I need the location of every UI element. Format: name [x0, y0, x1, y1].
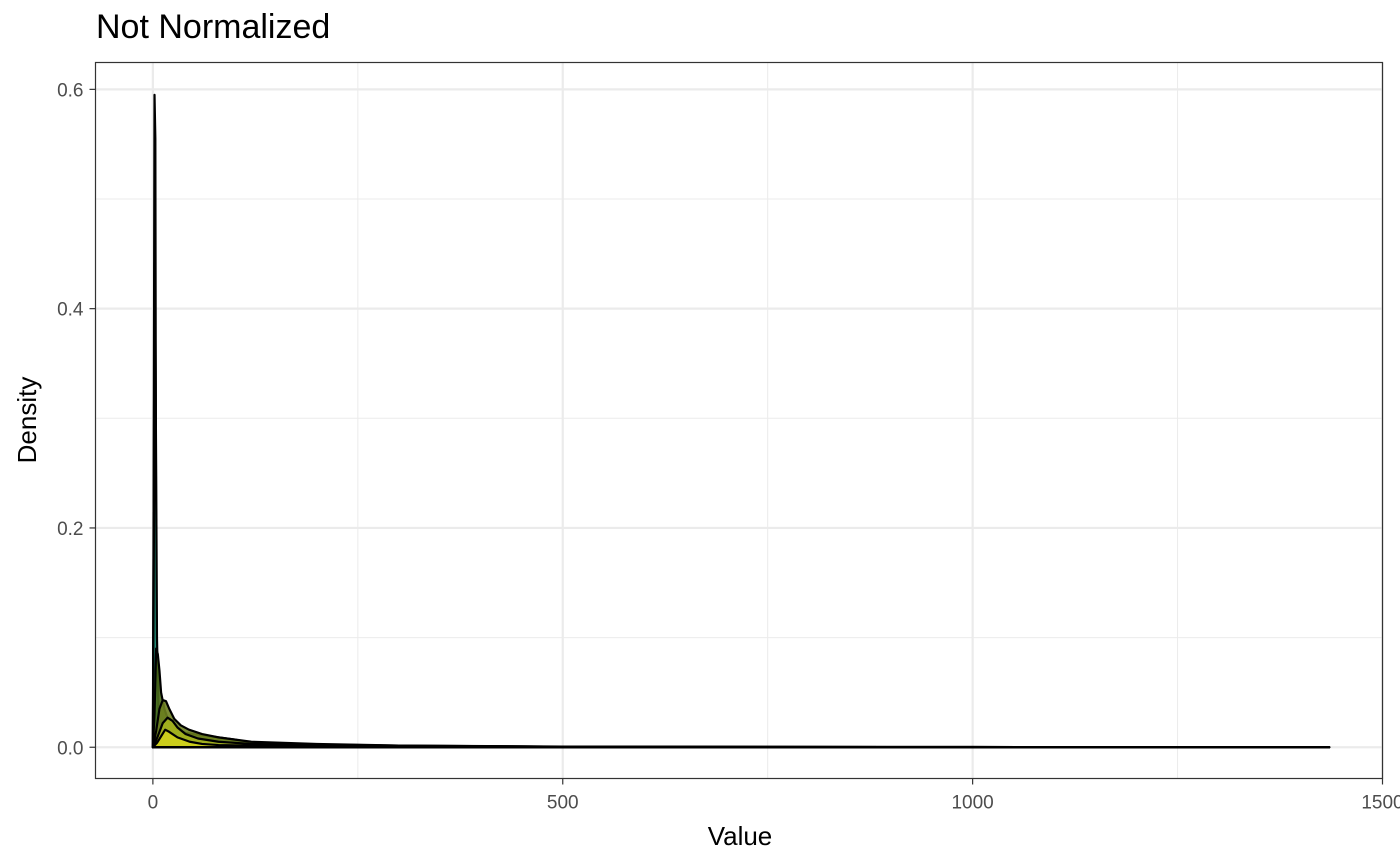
- y-tick-label: 0.2: [57, 519, 83, 540]
- grid-major: [95, 62, 1384, 779]
- x-tick-label: 1000: [951, 793, 993, 814]
- density-area-4: [151, 647, 1331, 749]
- grid-minor: [95, 62, 1383, 779]
- y-axis-title: Density: [12, 377, 42, 464]
- x-axis-title: Value: [708, 821, 773, 851]
- density-area-1: [151, 93, 1331, 749]
- panel-border: [94, 61, 1384, 780]
- x-tick-label: 500: [547, 793, 579, 814]
- density-area-6: [151, 716, 1331, 749]
- density-area-2: [151, 261, 1331, 749]
- y-axis: 0.0 0.2 0.4 0.6: [57, 80, 96, 759]
- x-tick-label: 0: [148, 793, 159, 814]
- density-series: [151, 93, 1331, 749]
- x-axis: 0 500 1000 1500: [148, 778, 1400, 814]
- x-tick-label: 1500: [1361, 793, 1400, 814]
- density-area-3: [151, 329, 1331, 749]
- chart-title: Not Normalized: [96, 8, 331, 46]
- y-tick-label: 0.6: [57, 80, 83, 101]
- y-tick-label: 0.4: [57, 300, 84, 321]
- y-tick-label: 0.0: [57, 738, 83, 759]
- density-area-5: [151, 699, 1331, 749]
